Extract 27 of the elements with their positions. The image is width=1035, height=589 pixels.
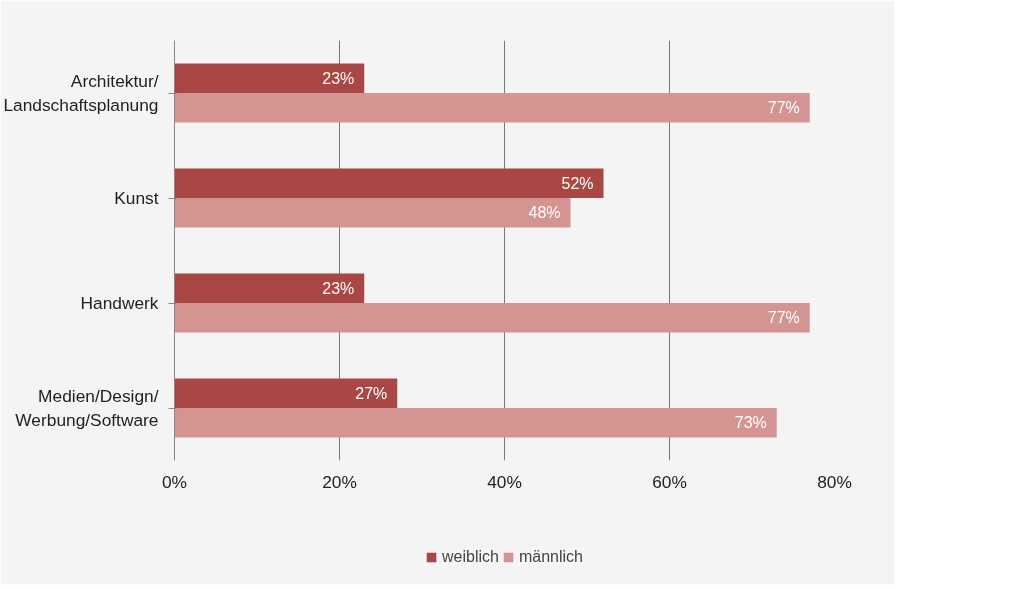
data-label: 23% xyxy=(322,69,355,87)
y-tick-label: Architektur/ Landschaftsplanung xyxy=(3,71,159,115)
y-tick-label: Medien/Design/ Werbung/Software xyxy=(15,386,159,430)
legend-label: weiblich xyxy=(442,548,499,566)
x-tick-label: 60% xyxy=(652,471,687,492)
data-label: 23% xyxy=(322,279,355,297)
x-tick-label: 20% xyxy=(322,471,357,492)
data-label: 52% xyxy=(561,174,594,192)
legend-label: männlich xyxy=(518,548,583,566)
y-tick-label: Handwerk xyxy=(80,293,159,313)
x-tick-label: 40% xyxy=(487,471,522,492)
bar xyxy=(174,378,398,408)
bar xyxy=(174,93,810,123)
data-label: 77% xyxy=(767,99,800,117)
bar xyxy=(174,303,810,333)
bar xyxy=(174,63,365,93)
bar xyxy=(174,198,571,228)
data-label: 77% xyxy=(767,309,800,327)
x-tick-label: 80% xyxy=(817,471,852,492)
y-tick-label: Kunst xyxy=(114,188,159,208)
data-label: 73% xyxy=(734,414,767,432)
x-tick-label: 0% xyxy=(161,471,188,492)
bar xyxy=(174,273,365,303)
data-label: 27% xyxy=(355,384,388,402)
data-label: 48% xyxy=(528,204,561,222)
bar xyxy=(174,168,604,198)
bar xyxy=(174,408,777,438)
